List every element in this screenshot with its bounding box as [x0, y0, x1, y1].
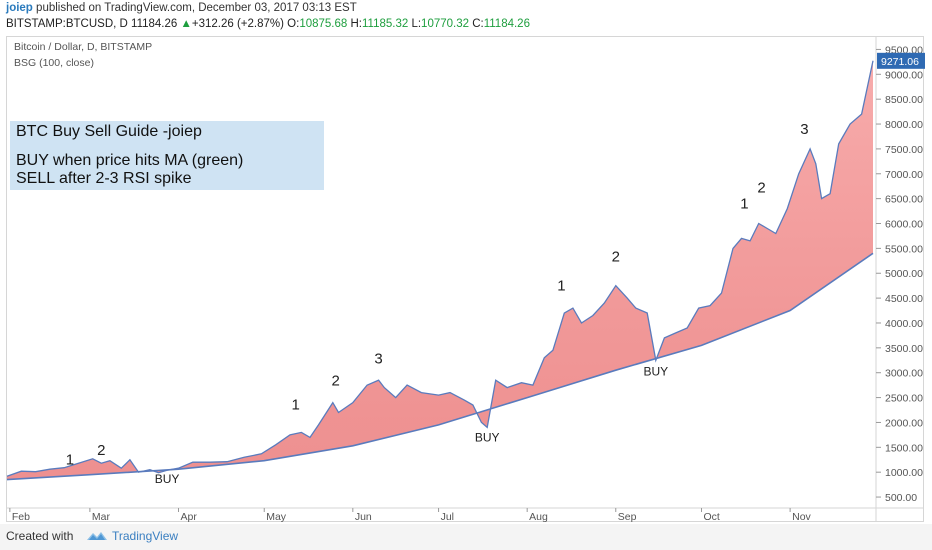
y-tick-label: 7000.00	[885, 169, 923, 181]
annotation-box: BTC Buy Sell Guide -joiep BUY when price…	[10, 121, 324, 190]
sell-count-label: 2	[612, 248, 620, 265]
high-label: H:	[350, 18, 362, 30]
buy-label: BUY	[643, 365, 668, 379]
high-value: 11185.32	[361, 18, 409, 30]
x-tick-label: May	[266, 511, 287, 523]
chart-frame[interactable]	[6, 36, 924, 522]
sell-count-label: 1	[291, 397, 299, 414]
moving-average-line	[6, 252, 874, 481]
ohlc-header: BITSTAMP:BTCUSD, D 11184.26 ▲+312.26 (+2…	[6, 18, 530, 30]
price-ma-band	[7, 60, 873, 480]
x-tick-label: Oct	[704, 511, 720, 523]
sell-count-label: 1	[66, 452, 74, 469]
y-tick-label: 9000.00	[885, 69, 923, 81]
buy-label: BUY	[155, 472, 180, 486]
x-tick-label: Apr	[180, 511, 197, 523]
y-tick-label: 3500.00	[885, 343, 923, 355]
price-line	[6, 60, 874, 477]
y-tick-label: 4000.00	[885, 318, 923, 330]
y-tick-label: 2000.00	[885, 417, 923, 429]
x-tick-label: Jun	[355, 511, 372, 523]
sell-count-label: 1	[740, 196, 748, 213]
y-tick-label: 3000.00	[885, 368, 923, 380]
low-label: L:	[411, 18, 422, 30]
change-value: +312.26 (+2.87%)	[191, 18, 284, 30]
x-tick-label: Sep	[618, 511, 637, 523]
y-tick-label: 2500.00	[885, 393, 923, 405]
y-tick-label: 1500.00	[885, 442, 923, 454]
y-tick-label: 5500.00	[885, 243, 923, 255]
last-price-badge-label: 9271.06	[881, 56, 919, 68]
x-tick-label: Aug	[529, 511, 548, 523]
x-tick-label: Nov	[792, 511, 811, 523]
tradingview-logo-icon[interactable]	[86, 528, 108, 544]
last-price: 11184.26	[131, 18, 178, 30]
sell-count-label: 2	[97, 442, 105, 459]
y-tick-label: 1000.00	[885, 467, 923, 479]
y-tick-label: 8500.00	[885, 94, 923, 106]
low-value: 10770.32	[421, 18, 470, 30]
annotation-line-1: BTC Buy Sell Guide -joiep	[16, 123, 202, 140]
sell-count-label: 1	[557, 278, 565, 295]
open-value: 10875.68	[299, 18, 348, 30]
publish-info: published on TradingView.com, December 0…	[36, 2, 357, 14]
indicator-label[interactable]: BSG (100, close)	[14, 57, 94, 69]
publish-header: joiep published on TradingView.com, Dece…	[6, 2, 357, 14]
y-tick-label: 7500.00	[885, 144, 923, 156]
tradingview-brand-link[interactable]: TradingView	[112, 529, 179, 543]
y-tick-label: 500.00	[885, 492, 917, 504]
sell-count-label: 3	[800, 121, 808, 138]
x-tick-label: Mar	[92, 511, 111, 523]
annotation-line-2: BUY when price hits MA (green)	[16, 152, 244, 169]
author-name[interactable]: joiep	[6, 2, 33, 14]
sell-count-label: 2	[332, 373, 340, 390]
footer-bar: Created with TradingView	[0, 524, 932, 550]
annotation-line-3: SELL after 2-3 RSI spike	[16, 170, 192, 187]
chart-title: Bitcoin / Dollar, D, BITSTAMP	[14, 41, 153, 53]
buy-label: BUY	[475, 430, 500, 444]
open-label: O:	[287, 18, 300, 30]
symbol-label: BITSTAMP:BTCUSD, D	[6, 18, 128, 30]
y-tick-label: 4500.00	[885, 293, 923, 305]
y-tick-label: 6000.00	[885, 219, 923, 231]
y-tick-label: 6500.00	[885, 194, 923, 206]
y-tick-label: 8000.00	[885, 119, 923, 131]
x-tick-label: Feb	[12, 511, 30, 523]
last-price-badge	[877, 52, 925, 69]
y-tick-label: 5000.00	[885, 268, 923, 280]
sell-count-label: 3	[374, 350, 382, 367]
sell-count-label: 2	[757, 180, 765, 197]
x-tick-label: Jul	[441, 511, 454, 523]
created-with-label: Created with	[6, 529, 74, 543]
close-value: 11184.26	[483, 18, 530, 30]
change-up-icon: ▲	[180, 18, 192, 30]
close-label: C:	[472, 18, 484, 30]
